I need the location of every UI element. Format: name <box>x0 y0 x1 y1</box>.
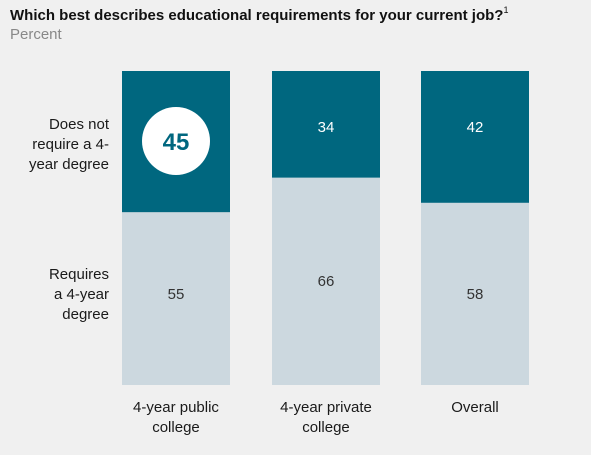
data-label-does-not-require-overall: 42 <box>467 119 484 136</box>
data-label-requires-4-year-private-college: 66 <box>318 273 335 290</box>
bar-does-not-require-overall <box>421 71 529 203</box>
chart-title-text: Which best describes educational require… <box>10 7 504 24</box>
bar-does-not-require-4-year-private-college <box>272 71 380 178</box>
category-label-4-year-public-college: 4-year public college <box>133 399 219 436</box>
category-label-4-year-private-college: 4-year private college <box>280 399 372 436</box>
data-label-does-not-require-4-year-public-college: 45 <box>163 129 190 156</box>
data-label-requires-4-year-public-college: 55 <box>168 286 185 303</box>
data-label-does-not-require-4-year-private-college: 34 <box>318 119 335 136</box>
row-label-line: Requires <box>48 266 109 283</box>
highlight-circle <box>142 107 210 175</box>
data-label-requires-overall: 58 <box>467 286 484 303</box>
category-label-overall: Overall <box>451 399 499 416</box>
row-label-line: degree <box>62 306 109 323</box>
row-label-line: Does not <box>48 116 109 133</box>
row-label-line: require a 4- <box>32 136 109 153</box>
chart-title: Which best describes educational require… <box>10 5 509 24</box>
row-label-line: year degree <box>28 156 109 173</box>
row-label-does-not-require: Does not require a 4- year degree <box>10 115 109 175</box>
chart-subtitle: Percent <box>10 26 62 43</box>
row-label-line: a 4-year <box>53 286 109 303</box>
row-label-requires: Requires a 4-year degree <box>10 265 109 325</box>
bar-requires-overall <box>421 202 529 385</box>
footnote-marker: 1 <box>503 5 509 15</box>
bar-requires-4-year-public-college <box>122 212 230 385</box>
bar-requires-4-year-private-college <box>272 177 380 385</box>
